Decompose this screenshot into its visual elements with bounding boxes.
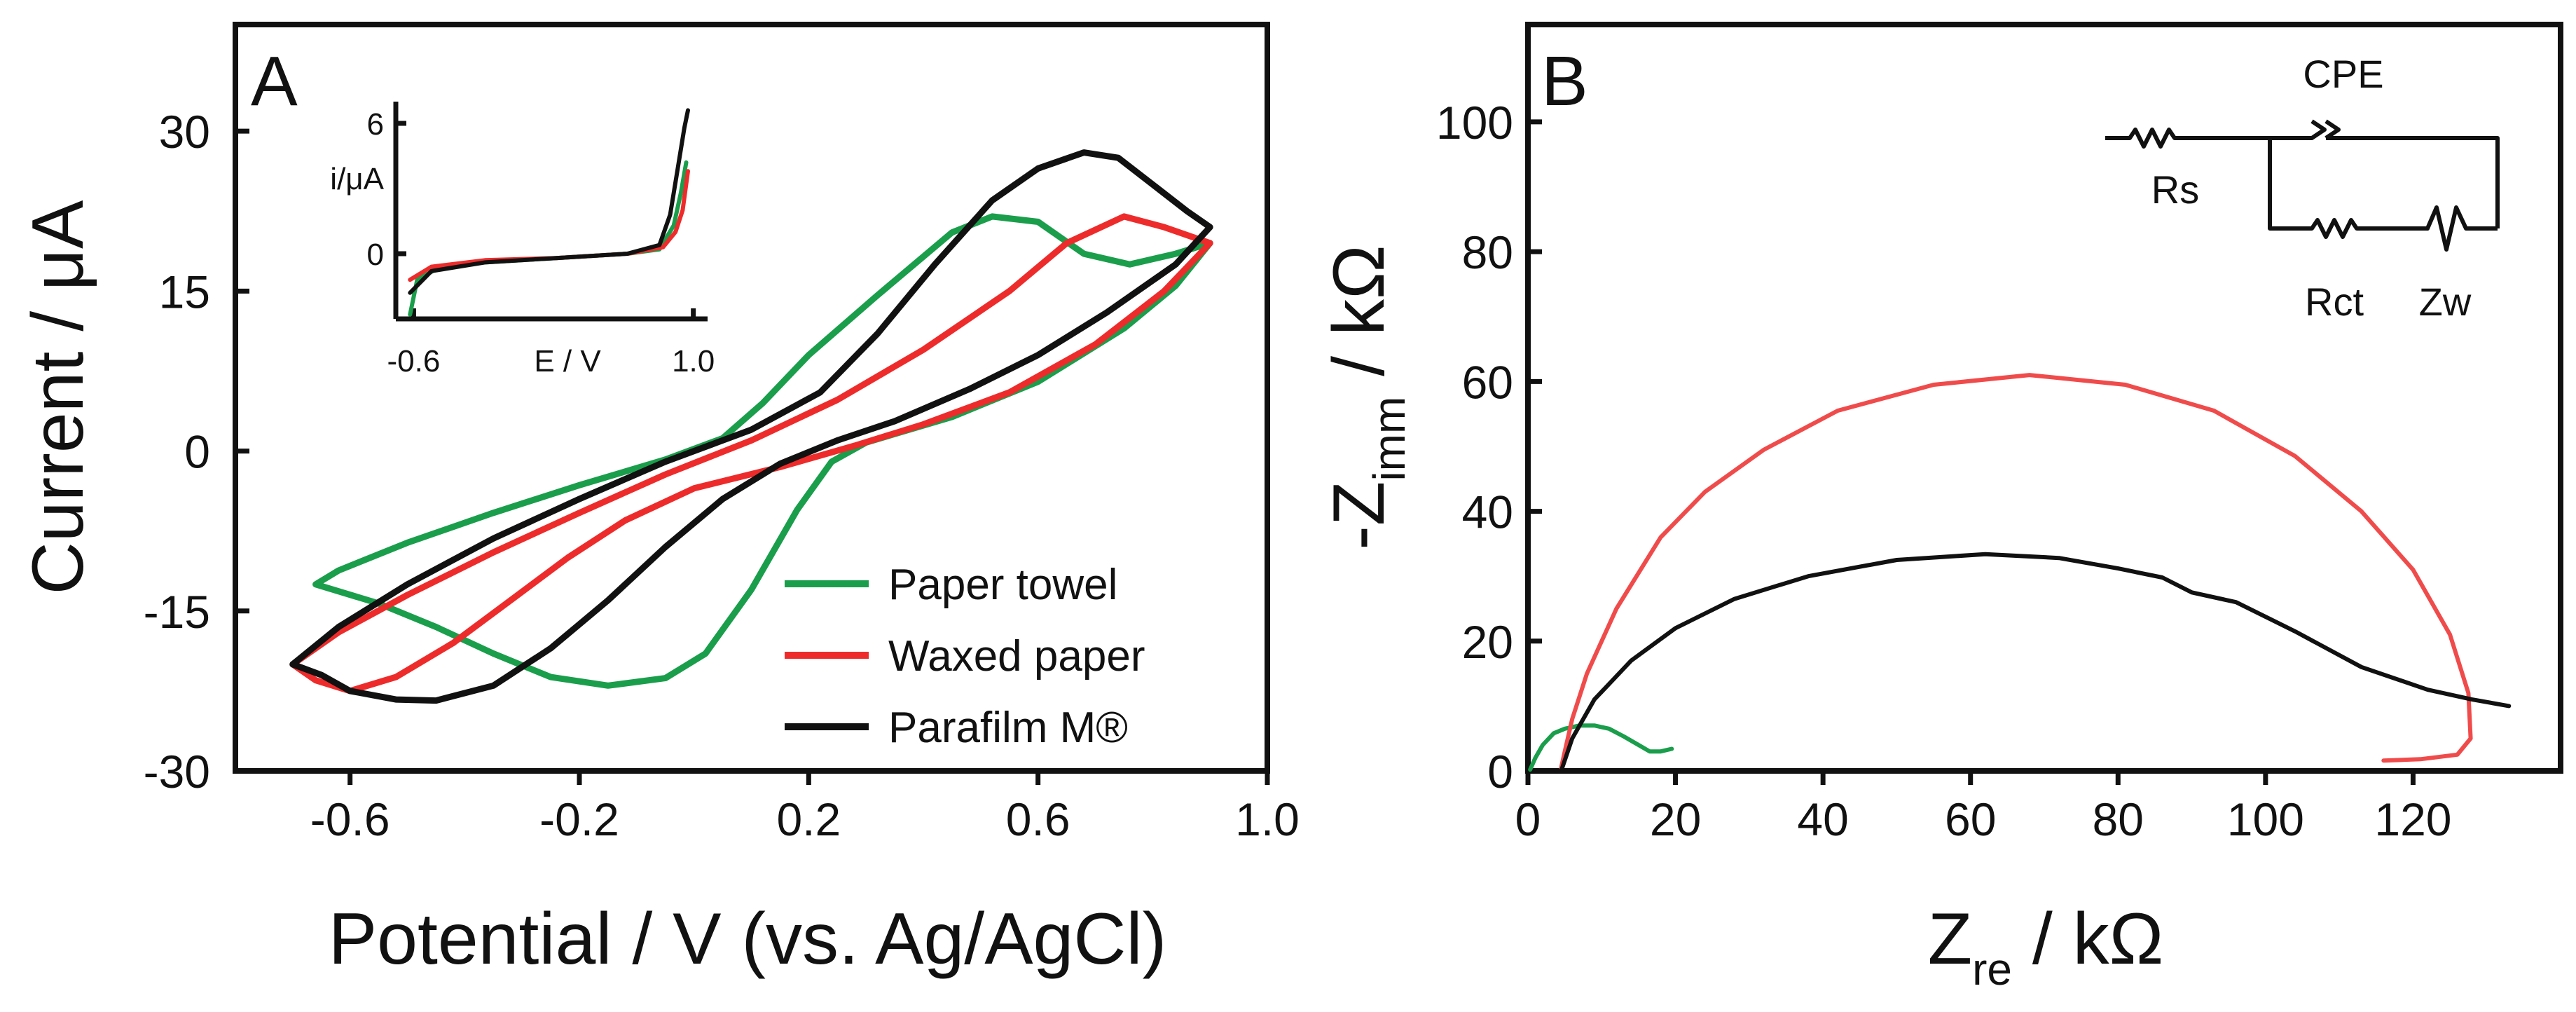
panel-b-x-axis-unit: / kΩ — [2012, 898, 2163, 980]
warburg-element-icon — [2417, 205, 2498, 252]
inset-x-tick-label: -0.6 — [387, 344, 441, 378]
panel-a-inset: 0 6 -0.6 1.0 i/μA E / V — [330, 102, 715, 378]
nyquist-curve-paper-towel — [1528, 723, 1674, 772]
inset-x-label: E / V — [534, 344, 601, 378]
panel-b-y-tick-label: 60 — [1462, 356, 1513, 408]
inset-x-tick-label: 1.0 — [672, 344, 715, 378]
legend-label-parafilm: Parafilm M® — [888, 704, 1128, 752]
panel-a-x-tick-label: -0.2 — [539, 793, 619, 845]
panel-a-x-ticks: -0.6 -0.2 0.2 0.6 1.0 — [310, 771, 1300, 845]
panel-a-x-tick-label: -0.6 — [310, 793, 390, 845]
rs-resistor-icon — [2105, 128, 2270, 149]
equivalent-circuit: Rs CPE Rct Zw — [2105, 52, 2500, 324]
cv-curve-parafilm-m — [289, 149, 1213, 704]
inset-curve-paper-towel — [408, 160, 689, 317]
panel-a-y-tick-label: 0 — [184, 426, 210, 478]
legend-label-paper-towel: Paper towel — [888, 561, 1117, 609]
panel-b-y-tick-label: 0 — [1487, 746, 1513, 798]
panel-a-y-ticks: -30 -15 0 15 30 — [144, 106, 249, 798]
panel-b-series — [1528, 373, 2512, 772]
panel-b-x-tick-label: 60 — [1945, 793, 1996, 845]
panel-b-y-tick-label: 100 — [1436, 97, 1513, 149]
nyquist-curve-parafilm-m — [1559, 552, 2512, 772]
panel-a-y-tick-label: -15 — [144, 586, 210, 638]
inset-curve-parafilm-m — [408, 108, 690, 295]
circuit-label-rs: Rs — [2151, 167, 2199, 212]
panel-a-x-tick-label: 1.0 — [1235, 793, 1300, 845]
panel-b-x-tick-label: 80 — [2093, 793, 2144, 845]
panel-b-x-tick-label: 0 — [1515, 793, 1541, 845]
panel-b-x-axis-main: Z — [1928, 898, 1973, 980]
panel-b-y-axis-sub: imm — [1364, 397, 1414, 481]
cv-curve-paper-towel — [312, 213, 1213, 689]
panel-b-x-tick-label: 40 — [1797, 793, 1848, 845]
panel-b-x-axis-sub: re — [1972, 944, 2012, 994]
panel-b-y-axis-unit: / kΩ — [1318, 245, 1400, 396]
panel-a-x-axis-title: Potential / V (vs. Ag/AgCl) — [329, 898, 1167, 980]
inset-curve-waxed-paper — [408, 169, 690, 282]
panel-b-letter: B — [1541, 42, 1588, 121]
panel-a-legend: Paper towel Waxed paper Parafilm M® — [785, 561, 1145, 752]
legend-label-waxed-paper: Waxed paper — [888, 632, 1145, 681]
panel-a-x-tick-label: 0.6 — [1006, 793, 1070, 845]
panel-a-y-tick-label: -30 — [144, 746, 210, 798]
circuit-label-rct: Rct — [2305, 280, 2364, 324]
panel-a-series — [289, 149, 1213, 704]
panel-b-frame — [1525, 22, 2563, 774]
panel-a-y-axis-title: Current / μA — [18, 200, 99, 594]
panel-a-y-tick-label: 30 — [159, 106, 210, 158]
circuit-label-zw: Zw — [2419, 280, 2472, 324]
panel-b-x-tick-label: 120 — [2374, 793, 2451, 845]
panel-a-x-tick-label: 0.2 — [776, 793, 841, 845]
panel-b-y-axis-title: -Zimm / kΩ — [1318, 245, 1414, 549]
inset-y-tick-label: 0 — [367, 238, 384, 272]
panel-b-x-tick-label: 100 — [2227, 793, 2304, 845]
inset-ticks: 0 6 -0.6 1.0 — [367, 107, 715, 378]
inset-y-tick-label: 6 — [367, 107, 384, 142]
inset-series — [408, 108, 690, 317]
panel-b-y-ticks: 0 20 40 60 80 100 — [1436, 97, 1542, 798]
panel-b-y-tick-label: 40 — [1462, 486, 1513, 538]
panel-a-letter: A — [251, 42, 298, 121]
panel-b-x-tick-label: 20 — [1650, 793, 1701, 845]
cv-curve-waxed-paper — [289, 213, 1213, 695]
panel-a-y-tick-label: 15 — [159, 266, 210, 317]
panel-a-frame — [233, 22, 1270, 774]
circuit-label-cpe: CPE — [2303, 52, 2383, 96]
panel-b-y-axis-main: -Z — [1318, 481, 1400, 550]
panel-b-x-ticks: 0 20 40 60 80 100 120 — [1515, 771, 2451, 845]
rct-resistor-icon — [2268, 138, 2417, 239]
inset-y-label: i/μA — [330, 162, 384, 196]
nyquist-curve-waxed-paper — [1559, 373, 2473, 770]
cpe-element-icon — [2270, 119, 2500, 228]
panel-b-y-tick-label: 20 — [1462, 616, 1513, 668]
panel-a: A -30 -15 0 15 30 -0.6 -0.2 0.2 0.6 1.0 Current … — [18, 22, 1300, 980]
panel-b-y-tick-label: 80 — [1462, 226, 1513, 278]
panel-b-x-axis-title: Zre / kΩ — [1928, 898, 2164, 994]
